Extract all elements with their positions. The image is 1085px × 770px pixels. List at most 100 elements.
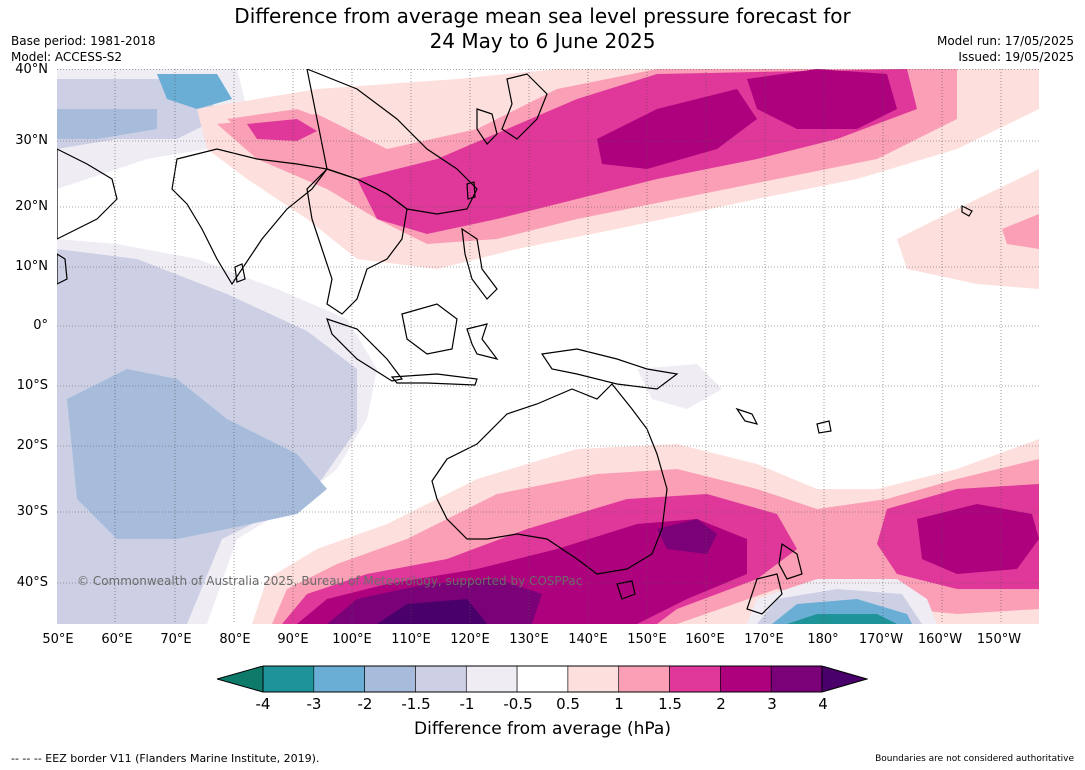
colorbar-segment bbox=[364, 665, 416, 693]
china-outline bbox=[306, 69, 478, 215]
anomaly-neg-3-nz bbox=[787, 614, 897, 624]
colorbar-extend-low bbox=[217, 666, 263, 692]
lon-label: 90°E bbox=[277, 632, 309, 647]
korea-outline bbox=[476, 108, 498, 145]
anomaly-neg-05-pacific bbox=[637, 364, 722, 409]
borneo-outline bbox=[401, 303, 458, 355]
anomaly-pos-05-pacific-east bbox=[897, 169, 1039, 289]
anomaly-pos-2-north-east bbox=[747, 69, 897, 129]
title-line-2: 24 May to 6 June 2025 bbox=[429, 29, 656, 53]
colorbar-segment bbox=[669, 665, 721, 693]
model-name: Model: ACCESS-S2 bbox=[11, 50, 123, 64]
colorbar-tick: -0.5 bbox=[503, 695, 533, 713]
lat-label: 30°N bbox=[15, 133, 48, 148]
africa-horn-outline bbox=[57, 253, 68, 285]
colorbar-tick: -4 bbox=[255, 695, 271, 713]
lon-label: 80°E bbox=[219, 632, 251, 647]
colorbar-tick: -3 bbox=[306, 695, 322, 713]
colorbar-tick: 0.5 bbox=[556, 695, 580, 713]
lon-label: 150°E bbox=[627, 632, 667, 647]
java-outline bbox=[390, 373, 478, 386]
graticule bbox=[57, 69, 1039, 624]
lon-label: 60°E bbox=[101, 632, 133, 647]
meta-left: Base period: 1981-2018 Model: ACCESS-S2 bbox=[11, 33, 156, 65]
colorbar-tick: -1.5 bbox=[401, 695, 431, 713]
new-guinea-outline bbox=[540, 348, 679, 390]
colorbar-title: Difference from average (hPa) bbox=[414, 719, 671, 739]
anomaly-neg-15-asia bbox=[57, 109, 157, 139]
colorbar-segment bbox=[516, 665, 569, 693]
lon-label: 160°W bbox=[917, 632, 963, 647]
taiwan-outline bbox=[466, 181, 476, 200]
colorbar-tick: -1 bbox=[459, 695, 475, 713]
colorbar-tick: 4 bbox=[818, 695, 828, 713]
colorbar-segment bbox=[720, 665, 772, 693]
model-run: Model run: 17/05/2025 bbox=[936, 34, 1074, 48]
colorbar-segment bbox=[313, 665, 365, 693]
lon-label: 170°W bbox=[858, 632, 904, 647]
new-caledonia-outline bbox=[735, 407, 759, 425]
anomaly-pos-4-south bbox=[377, 599, 487, 624]
meta-right: Model run: 17/05/2025 Issued: 19/05/2025 bbox=[937, 33, 1074, 65]
colorbar-segment bbox=[618, 665, 670, 693]
hawaii-outline bbox=[961, 205, 973, 217]
disclaimer: Boundaries are not considered authoritat… bbox=[875, 754, 1074, 764]
lat-label: 40°N bbox=[15, 62, 48, 77]
tasmania-outline bbox=[616, 580, 636, 600]
colorbar-tick: 3 bbox=[767, 695, 777, 713]
lat-label: 40°S bbox=[16, 575, 48, 590]
anomaly-pos-2-south-east bbox=[917, 504, 1039, 574]
colorbar-tick: -2 bbox=[357, 695, 373, 713]
lat-label: 0° bbox=[33, 318, 48, 333]
lon-label: 120°E bbox=[450, 632, 490, 647]
lat-label: 20°N bbox=[15, 199, 48, 214]
copyright-notice: © Commonwealth of Australia 2025, Bureau… bbox=[77, 574, 583, 588]
map-panel[interactable] bbox=[57, 69, 1039, 624]
lon-label: 160°E bbox=[685, 632, 725, 647]
colorbar-outline bbox=[217, 665, 868, 693]
map-svg bbox=[57, 69, 1039, 624]
chart-title: Difference from average mean sea level p… bbox=[0, 4, 1085, 54]
anomaly-pos-3-south-east bbox=[657, 519, 717, 554]
sulawesi-outline bbox=[466, 323, 499, 360]
colorbar-segment bbox=[770, 665, 823, 693]
lat-label: 10°N bbox=[15, 259, 48, 274]
colorbar-segment bbox=[415, 665, 467, 693]
colorbar-extend-high bbox=[822, 666, 867, 692]
lon-label: 150°W bbox=[976, 632, 1022, 647]
lon-label: 180° bbox=[807, 632, 839, 647]
colorbar-segment bbox=[262, 665, 315, 693]
lat-label: 10°S bbox=[16, 378, 48, 393]
lon-label: 140°E bbox=[568, 632, 608, 647]
fiji-outline bbox=[816, 420, 832, 434]
anomaly-pos-15-india bbox=[247, 119, 317, 141]
philippines-outline bbox=[461, 227, 498, 300]
lon-label: 70°E bbox=[160, 632, 192, 647]
colorbar bbox=[217, 665, 868, 693]
lon-label: 170°E bbox=[744, 632, 784, 647]
australia-outline bbox=[431, 383, 668, 575]
colorbar-tick: 2 bbox=[716, 695, 726, 713]
anomaly-pos-3-south bbox=[327, 579, 542, 624]
india-outline bbox=[171, 148, 329, 286]
title-line-1: Difference from average mean sea level p… bbox=[234, 4, 851, 28]
colorbar-segment bbox=[567, 665, 620, 693]
lat-label: 20°S bbox=[16, 438, 48, 453]
anomaly-neg-15-west bbox=[67, 369, 327, 539]
base-period: Base period: 1981-2018 bbox=[11, 34, 156, 48]
lat-label: 30°S bbox=[16, 504, 48, 519]
anomaly-pos-2-north bbox=[597, 89, 757, 169]
anomaly-neg-2-asia bbox=[157, 74, 232, 109]
colorbar-segments bbox=[217, 665, 867, 693]
lon-label: 50°E bbox=[42, 632, 74, 647]
colorbar-tick: 1 bbox=[614, 695, 624, 713]
lon-label: 130°E bbox=[509, 632, 549, 647]
japan-outline bbox=[501, 73, 548, 140]
colorbar-tick: 1.5 bbox=[658, 695, 682, 713]
coastlines bbox=[57, 69, 973, 615]
anomaly-pos-1-pacific-east bbox=[1002, 214, 1039, 249]
sumatra-outline bbox=[326, 318, 404, 382]
lon-label: 110°E bbox=[391, 632, 431, 647]
arabia-outline bbox=[57, 148, 118, 240]
nz-north-outline bbox=[778, 542, 803, 580]
